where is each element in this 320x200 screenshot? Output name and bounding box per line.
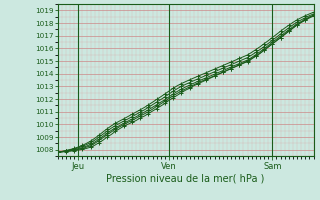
X-axis label: Pression niveau de la mer( hPa ): Pression niveau de la mer( hPa ): [107, 173, 265, 183]
